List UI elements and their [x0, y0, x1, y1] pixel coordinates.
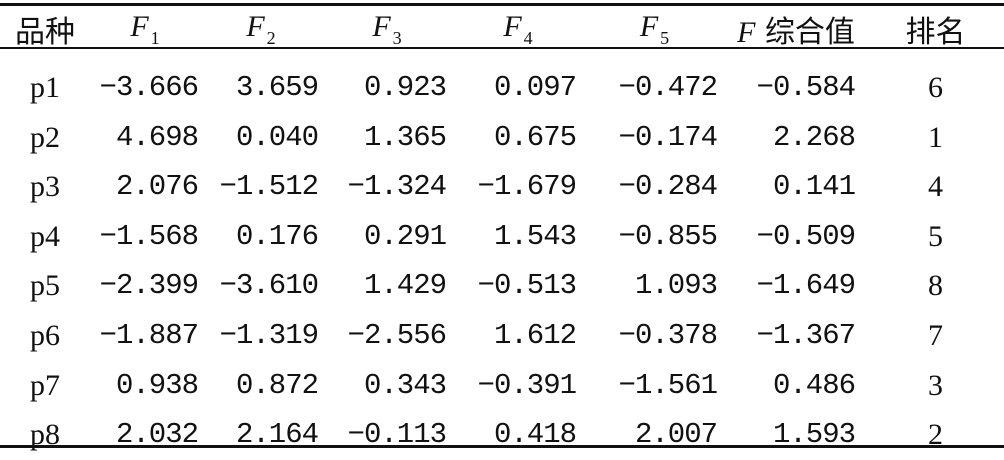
f2-cell: 3.659: [235, 71, 319, 104]
composite-cell: −1.649: [756, 269, 856, 303]
f4-cell: 0.675: [493, 120, 577, 154]
f5-cell: −0.378: [618, 318, 718, 352]
f5-cell: −0.174: [618, 120, 718, 154]
f2-cell: 0.872: [235, 368, 319, 402]
composite-cell: −0.584: [756, 71, 856, 104]
header-composite: F 综合值: [737, 15, 855, 50]
table-row: p1 −3.666 3.659 0.923 0.097 −0.472 −0.584 6: [0, 59, 1004, 113]
f2-cell: 0.176: [235, 219, 319, 253]
variety-cell: p7: [30, 368, 60, 402]
variety-cell: p8: [30, 418, 60, 452]
f4-cell: 0.097: [493, 71, 577, 104]
f4-cell: 0.418: [493, 418, 577, 452]
table-row: p8 2.032 2.164 −0.113 0.418 2.007 1.593 2: [0, 410, 1004, 460]
f5-cell: −0.284: [618, 170, 718, 204]
rank-cell: 7: [928, 318, 943, 352]
header-rule: [0, 47, 1004, 49]
f4-cell: 1.543: [493, 219, 577, 253]
f1-cell: −3.666: [99, 71, 199, 104]
rank-cell: 4: [928, 170, 943, 204]
f5-cell: 1.093: [634, 269, 718, 303]
rank-cell: 5: [928, 219, 943, 253]
top-rule: [0, 3, 1004, 6]
composite-cell: 0.486: [772, 368, 856, 402]
table-row: p3 2.076 −1.512 −1.324 −1.679 −0.284 0.141 4: [0, 162, 1004, 212]
f4-cell: −0.391: [477, 368, 577, 402]
composite-cell: 2.268: [772, 120, 856, 154]
f1-cell: 4.698: [115, 120, 199, 154]
f5-cell: −0.855: [618, 219, 718, 253]
rank-cell: 2: [928, 418, 943, 452]
variety-cell: p1: [30, 71, 60, 104]
bottom-rule: [0, 445, 1004, 448]
table-row: p5 −2.399 −3.610 1.429 −0.513 1.093 −1.649 8: [0, 261, 1004, 311]
variety-cell: p3: [30, 170, 60, 204]
composite-cell: −1.367: [756, 318, 856, 352]
f2-cell: −3.610: [219, 269, 319, 303]
f2-cell: 0.040: [235, 120, 319, 154]
f1-cell: −1.887: [99, 318, 199, 352]
f4-cell: −0.513: [477, 269, 577, 303]
f3-cell: 1.429: [363, 269, 447, 303]
f5-cell: −0.472: [618, 71, 718, 104]
table-row: p2 4.698 0.040 1.365 0.675 −0.174 2.268 1: [0, 113, 1004, 163]
composite-cell: 1.593: [772, 418, 856, 452]
f2-cell: −1.319: [219, 318, 319, 352]
variety-cell: p5: [30, 269, 60, 303]
f3-cell: −0.113: [347, 418, 447, 452]
f4-cell: −1.679: [477, 170, 577, 204]
f1-cell: −2.399: [99, 269, 199, 303]
f2-cell: −1.512: [219, 170, 319, 204]
f3-cell: −2.556: [347, 318, 447, 352]
header-rank: 排名: [905, 15, 966, 50]
f3-cell: 0.343: [363, 368, 447, 402]
f1-cell: 0.938: [115, 368, 199, 402]
composite-cell: −0.509: [756, 219, 856, 253]
f1-cell: 2.032: [115, 418, 199, 452]
rank-cell: 1: [928, 120, 943, 154]
f1-cell: 2.076: [115, 170, 199, 204]
rank-cell: 3: [928, 368, 943, 402]
composite-cell: 0.141: [772, 170, 856, 204]
f1-cell: −1.568: [99, 219, 199, 253]
table-row: p7 0.938 0.872 0.343 −0.391 −1.561 0.486 3: [0, 361, 1004, 411]
variety-cell: p2: [30, 120, 60, 154]
table-row: p4 −1.568 0.176 0.291 1.543 −0.855 −0.509 5: [0, 212, 1004, 262]
rank-cell: 8: [928, 269, 943, 303]
f4-cell: 1.612: [493, 318, 577, 352]
f3-cell: 1.365: [363, 120, 447, 154]
f3-cell: −1.324: [347, 170, 447, 204]
variety-cell: p4: [30, 219, 60, 253]
table-row: p6 −1.887 −1.319 −2.556 1.612 −0.378 −1.367 7: [0, 311, 1004, 361]
f5-cell: 2.007: [634, 418, 718, 452]
f2-cell: 2.164: [235, 418, 319, 452]
header-variety: 品种: [15, 15, 75, 50]
f5-cell: −1.561: [618, 368, 718, 402]
f3-cell: 0.291: [363, 219, 447, 253]
variety-cell: p6: [30, 318, 60, 352]
rank-cell: 6: [928, 71, 943, 104]
f3-cell: 0.923: [363, 71, 447, 104]
